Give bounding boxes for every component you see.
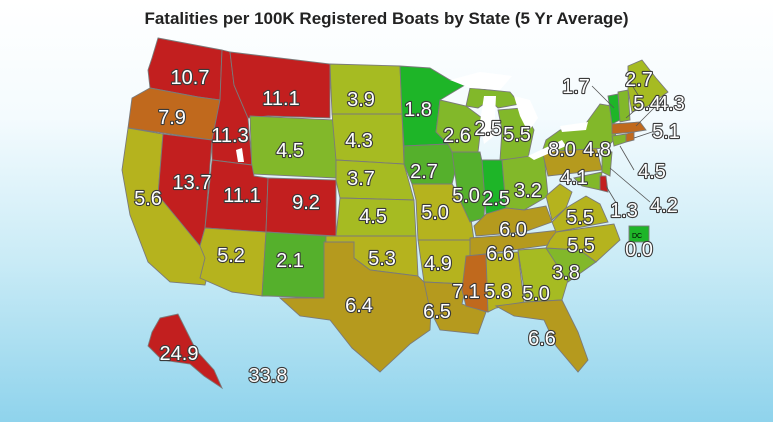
value-label-il: 5.0	[452, 185, 480, 207]
value-label-in: 2.5	[482, 188, 510, 210]
value-label-nh: 5.4	[633, 93, 661, 115]
value-label-md: 4.1	[560, 167, 588, 189]
value-label-tn: 6.6	[486, 243, 514, 265]
value-label-al: 5.8	[484, 281, 512, 303]
value-label-ks: 4.5	[359, 206, 387, 228]
state-ky[interactable]	[473, 205, 553, 237]
value-label-vt: 1.7	[562, 76, 590, 98]
value-label-mo: 5.0	[421, 202, 449, 224]
value-label-ri: 5.1	[652, 121, 680, 143]
state-nm[interactable]	[261, 231, 327, 299]
state-ma[interactable]	[611, 121, 647, 135]
state-dc-box[interactable]	[628, 225, 650, 243]
leader-me	[629, 81, 641, 99]
state-ct[interactable]	[611, 133, 627, 147]
value-label-ok: 5.3	[368, 248, 396, 270]
value-label-ma: 4.3	[657, 93, 685, 115]
leader-de	[605, 185, 619, 207]
map-title: Fatalities per 100K Registered Boats by …	[144, 9, 629, 28]
value-label-ny: 4.8	[583, 139, 611, 161]
value-label-nv: 13.7	[173, 172, 212, 194]
value-label-nj: 4.2	[650, 195, 678, 217]
value-label-va: 5.5	[566, 207, 594, 229]
callout-lines	[591, 81, 657, 207]
state-wv[interactable]	[545, 183, 573, 221]
leader-nh	[625, 105, 641, 119]
value-label-hi: 33.8	[249, 365, 288, 387]
value-label-ct: 4.5	[638, 161, 666, 183]
lake-michigan	[480, 96, 496, 144]
state-nj[interactable]	[601, 149, 613, 177]
value-label-co: 9.2	[292, 192, 320, 214]
leader-ri	[633, 131, 653, 139]
state-nh[interactable]	[617, 89, 631, 123]
state-ms[interactable]	[461, 253, 489, 313]
value-label-me: 2.7	[625, 69, 653, 91]
dc-tag-label: DC	[632, 233, 642, 240]
value-label-wi: 2.6	[443, 125, 471, 147]
value-label-ky: 6.0	[499, 219, 527, 241]
value-label-wy: 4.5	[276, 140, 304, 162]
state-de[interactable]	[599, 175, 609, 193]
value-label-la: 6.5	[423, 301, 451, 323]
leader-ct	[619, 145, 635, 171]
value-label-ms: 7.1	[452, 281, 480, 303]
state-tx[interactable]	[278, 241, 433, 373]
leader-ma	[635, 105, 657, 127]
value-label-wv: 3.2	[514, 180, 542, 202]
value-label-mn: 1.8	[404, 99, 432, 121]
value-label-ga: 5.0	[522, 283, 550, 305]
value-label-ak: 24.9	[160, 343, 199, 365]
value-label-az: 5.2	[217, 245, 245, 267]
lake-superior	[450, 72, 512, 90]
value-label-or: 7.9	[158, 107, 186, 129]
value-label-oh: 5.5	[503, 124, 531, 146]
value-label-ia: 2.7	[410, 161, 438, 183]
value-label-nd: 3.9	[347, 89, 375, 111]
leader-vt	[591, 85, 615, 109]
state-ri[interactable]	[625, 131, 635, 143]
value-label-mi: 2.5	[474, 118, 502, 140]
value-label-dc: 0.0	[625, 239, 653, 261]
value-label-sd: 4.3	[345, 130, 373, 152]
state-ga[interactable]	[517, 247, 569, 303]
lake-erie	[528, 140, 566, 160]
value-label-fl: 6.6	[528, 328, 556, 350]
state-ak[interactable]	[147, 313, 224, 390]
value-label-pa: 8.0	[548, 139, 576, 161]
value-label-wa: 10.7	[171, 67, 210, 89]
value-labels: 10.7 7.9 5.6 13.7 11.3 11.1 4.5 11.1 9.2 5.2 2.1 3.…	[133, 66, 686, 388]
value-label-id: 11.3	[211, 125, 248, 147]
state-fl[interactable]	[494, 299, 589, 373]
value-label-de: 1.3	[610, 200, 638, 222]
state-me[interactable]	[627, 59, 669, 113]
value-label-tx: 6.4	[345, 295, 373, 317]
value-label-mt: 11.1	[262, 88, 299, 110]
leader-nj	[609, 167, 651, 203]
lake-huron	[514, 96, 538, 132]
value-label-sc: 3.8	[552, 262, 580, 284]
state-nc[interactable]	[545, 223, 621, 263]
value-label-nc: 5.5	[567, 235, 595, 257]
great-salt-lake	[236, 148, 244, 162]
value-label-ar: 4.9	[424, 253, 452, 275]
lake-ontario	[560, 122, 588, 132]
value-label-ne: 3.7	[347, 168, 375, 190]
value-label-ut: 11.1	[223, 185, 260, 207]
state-regions: DC	[121, 37, 669, 390]
value-label-nm: 2.1	[276, 250, 304, 272]
value-label-ca: 5.6	[134, 188, 162, 210]
